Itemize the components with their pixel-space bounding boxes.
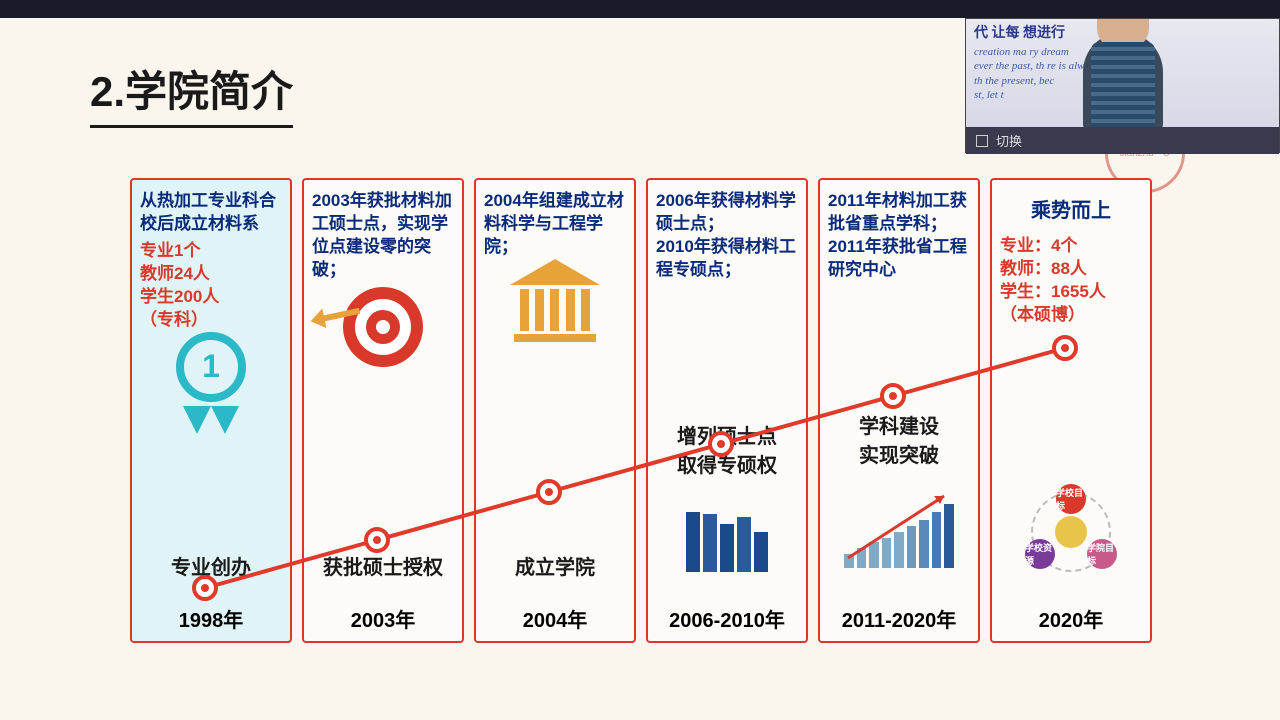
cluster-icon: 学校目标 学校资源 学院目标	[1021, 484, 1121, 574]
timeline-card-2003: 2003年获批材料加工硕士点，实现学位点建设零的突破； 获批硕士授权 2003年	[302, 178, 464, 643]
presenter-webcam: 代 让每 想进行 creation ma ry dream ever the p…	[966, 19, 1279, 127]
card-desc: 2006年获得材料学硕士点； 2010年获得材料工程专硕点；	[656, 190, 798, 282]
books-icon	[677, 502, 777, 572]
target-icon	[338, 282, 428, 372]
card-milestone: 学科建设 实现突破	[859, 410, 939, 468]
card-milestone: 成立学院	[515, 551, 595, 580]
timeline-card-2004: 2004年组建成立材料科学与工程学院； 成立学院 2004年	[474, 178, 636, 643]
timeline-card-1998: 从热加工专业科合校后成立材料系 专业1个 教师24人 学生200人 （专科） 1…	[130, 178, 292, 643]
card-year: 2004年	[484, 604, 626, 633]
window-topbar	[0, 0, 1280, 18]
cluster-node-center	[1055, 516, 1087, 548]
card-desc: 从热加工专业科合校后成立材料系	[140, 190, 282, 236]
card-year: 2020年	[1000, 604, 1142, 633]
cluster-node-left: 学校资源	[1025, 539, 1055, 569]
cluster-node-top: 学校目标	[1056, 484, 1086, 514]
card-milestone: 获批硕士授权	[323, 551, 443, 580]
card-year: 2003年	[312, 604, 454, 633]
card-desc: 2004年组建成立材料科学与工程学院；	[484, 190, 626, 259]
card-year: 1998年	[140, 604, 282, 633]
card-desc: 2011年材料加工获批省重点学科；2011年获批省工程研究中心	[828, 190, 970, 282]
card-stats: 专业：4个 教师：88人 学生：1655人 （本硕博）	[1000, 235, 1142, 327]
card-milestone: 专业创办	[171, 551, 251, 580]
card-milestone: 增列硕士点 取得专硕权	[677, 420, 777, 478]
growth-chart-icon	[844, 498, 954, 568]
timeline-card-2011-2020: 2011年材料加工获批省重点学科；2011年获批省工程研究中心 学科建设 实现突…	[818, 178, 980, 643]
cluster-node-right: 学院目标	[1087, 539, 1117, 569]
layout-switch-icon[interactable]	[976, 135, 988, 147]
building-icon	[510, 259, 600, 349]
badge-icon: 1	[171, 332, 251, 432]
card-milestone: 乘势而上	[1000, 194, 1142, 223]
slide-title: 2.学院简介	[90, 58, 293, 128]
card-year: 2006-2010年	[656, 604, 798, 633]
card-desc: 2003年获批材料加工硕士点，实现学位点建设零的突破；	[312, 190, 454, 282]
slide: 2.学院简介 Jianzhu · U 从热加工专业科合校后成立材料系 专业1个 …	[0, 18, 1280, 720]
presenter-silhouette	[1083, 32, 1163, 127]
timeline-card-2006-2010: 2006年获得材料学硕士点； 2010年获得材料工程专硕点； 增列硕士点 取得专…	[646, 178, 808, 643]
timeline-card-2020: 乘势而上 专业：4个 教师：88人 学生：1655人 （本硕博） 学校目标 学校…	[990, 178, 1152, 643]
card-year: 2011-2020年	[828, 604, 970, 633]
overlay-control-bar[interactable]: 切换	[966, 127, 1279, 154]
video-thumbnail-overlay: 代 让每 想进行 creation ma ry dream ever the p…	[965, 18, 1280, 153]
timeline-cards: 从热加工专业科合校后成立材料系 专业1个 教师24人 学生200人 （专科） 1…	[130, 178, 1152, 643]
card-stats: 专业1个 教师24人 学生200人 （专科）	[140, 240, 282, 332]
switch-label[interactable]: 切换	[996, 131, 1022, 150]
